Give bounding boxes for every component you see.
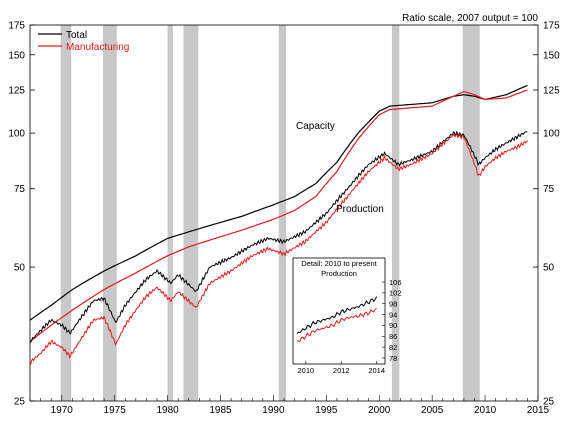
recession-bar-5	[391, 25, 400, 401]
inset-ytick-label-5: 98	[389, 300, 397, 309]
recession-bar-0	[60, 25, 72, 401]
ytick-label-left-4: 125	[8, 86, 25, 97]
ytick-label-right-1: 50	[543, 263, 555, 274]
ytick-label-right-5: 150	[543, 50, 560, 61]
inset-xtick-label-0: 2010	[298, 366, 315, 375]
inset-ytick-label-1: 82	[389, 343, 397, 352]
xtick-label-6: 2000	[368, 405, 391, 416]
xtick-label-8: 2010	[474, 405, 497, 416]
series-line-total-production	[29, 130, 528, 344]
ytick-label-left-2: 75	[14, 184, 26, 195]
inset-ytick-label-7: 106	[389, 278, 402, 287]
recession-bar-6	[462, 25, 480, 401]
ytick-label-left-1: 50	[14, 263, 26, 274]
xtick-label-9: 2015	[527, 405, 550, 416]
xtick-label-0: 1970	[51, 405, 74, 416]
legend-label-manufacturing: Manufacturing	[66, 42, 129, 53]
inset-ytick-label-4: 94	[389, 310, 397, 319]
scale-note: Ratio scale, 2007 output = 100	[402, 13, 538, 24]
inset-ytick-label-2: 86	[389, 332, 397, 341]
ytick-label-right-2: 75	[543, 184, 555, 195]
inset-xtick-label-2: 2014	[368, 366, 385, 375]
legend-label-total: Total	[66, 30, 87, 41]
inset-subtitle: Production	[321, 269, 357, 278]
xtick-label-1: 1975	[104, 405, 127, 416]
ytick-label-left-3: 100	[8, 129, 25, 140]
series-line-total-capacity	[29, 84, 528, 321]
series-line-manufacturing-production	[29, 132, 528, 365]
inset-series-line-total	[296, 296, 378, 334]
annotation-capacity: Capacity	[296, 121, 335, 132]
inset-xtick-label-1: 2012	[333, 366, 350, 375]
inset-ytick-label-0: 78	[389, 354, 397, 363]
ytick-label-right-3: 100	[543, 129, 560, 140]
ytick-label-right-4: 125	[543, 86, 560, 97]
inset-title: Detail: 2010 to present	[301, 259, 377, 268]
inset-chart: Detail: 2010 to present Production 78 82 8…	[292, 257, 402, 375]
annotation-production: Production	[336, 204, 384, 215]
recession-bar-4	[278, 25, 287, 401]
series-line-manufacturing-capacity	[29, 89, 528, 343]
recession-bar-1	[103, 25, 117, 401]
recession-bar-3	[183, 25, 199, 401]
inset-ytick-label-6: 102	[389, 289, 402, 298]
ytick-label-right-6: 175	[543, 21, 560, 32]
inset-series-line-manufacturing	[296, 308, 377, 342]
recession-bar-2	[167, 25, 173, 401]
legend: Total Manufacturing	[38, 30, 129, 53]
ytick-label-left-5: 150	[8, 50, 25, 61]
xtick-label-3: 1985	[209, 405, 232, 416]
inset-ytick-label-3: 90	[389, 321, 397, 330]
inset-frame	[292, 257, 386, 365]
xtick-label-4: 1990	[262, 405, 285, 416]
ytick-label-right-0: 25	[543, 397, 555, 408]
xtick-label-5: 1995	[315, 405, 338, 416]
xtick-label-7: 2005	[421, 405, 444, 416]
ytick-label-left-0: 25	[14, 397, 26, 408]
xtick-label-2: 1980	[156, 405, 179, 416]
ytick-label-left-6: 175	[8, 21, 25, 32]
